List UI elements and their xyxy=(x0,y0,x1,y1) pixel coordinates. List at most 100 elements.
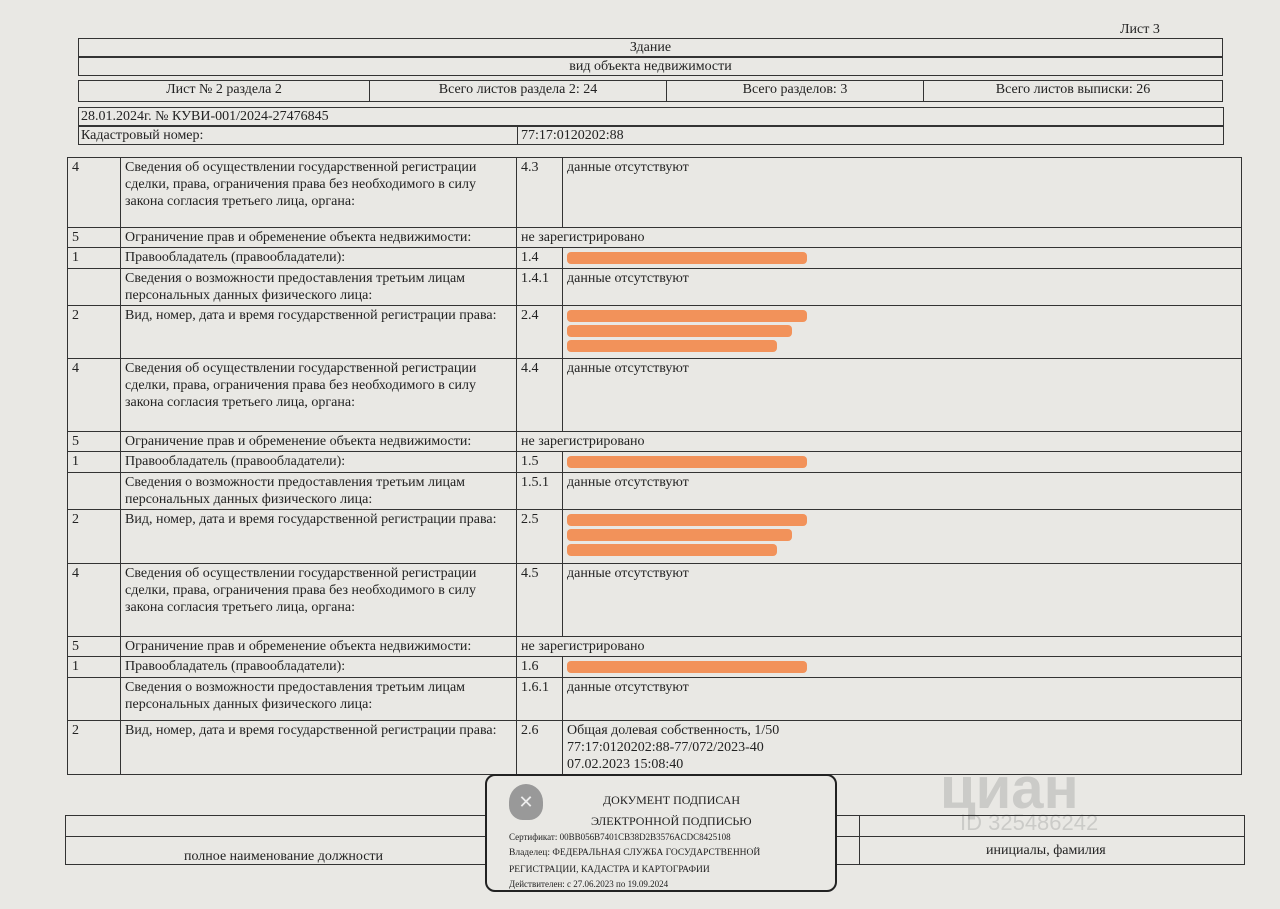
row-value: данные отсутствуют xyxy=(562,677,1242,721)
row-value: не зарегистрировано xyxy=(516,227,1242,248)
emblem-icon: ✕ xyxy=(509,784,543,820)
rights-table: 4 Сведения об осуществлении государственн… xyxy=(67,157,1242,775)
row-label: Ограничение прав и обременение объекта н… xyxy=(120,431,517,452)
row-code: 4.3 xyxy=(516,157,563,228)
row-label: Сведения о возможности предоставления тр… xyxy=(120,268,517,306)
row-label: Правообладатель (правообладатели): xyxy=(120,656,517,678)
redaction-mark xyxy=(567,310,807,322)
redaction-mark xyxy=(567,325,792,337)
redacted-value xyxy=(562,247,1242,269)
row-number: 1 xyxy=(67,656,121,678)
row-number: 2 xyxy=(67,509,121,564)
sheet-no: Лист № 2 раздела 2 xyxy=(79,81,370,101)
sheet-info-row: Лист № 2 раздела 2 Всего листов раздела … xyxy=(78,80,1223,102)
cadastral-row: Кадастровый номер: 77:17:0120202:88 xyxy=(78,126,1224,145)
watermark-brand: циан xyxy=(940,756,1079,821)
table-row: 2 Вид, номер, дата и время государственно… xyxy=(67,720,1242,775)
redaction-mark xyxy=(567,529,792,541)
row-value: данные отсутствуют xyxy=(562,157,1242,228)
table-row: 4 Сведения об осуществлении государственн… xyxy=(67,563,1242,637)
row-number: 4 xyxy=(67,563,121,637)
row-number: 4 xyxy=(67,358,121,432)
table-row: Сведения о возможности предоставления тр… xyxy=(67,472,1242,510)
redacted-value xyxy=(562,656,1242,678)
row-code: 1.4 xyxy=(516,247,563,269)
stamp-title-2: ЭЛЕКТРОННОЙ ПОДПИСЬЮ xyxy=(591,814,752,828)
object-caption: вид объекта недвижимости xyxy=(78,57,1223,76)
row-code: 1.6.1 xyxy=(516,677,563,721)
redaction-mark xyxy=(567,252,807,264)
stamp-title-1: ДОКУМЕНТ ПОДПИСАН xyxy=(603,793,741,807)
table-row: 1 Правообладатель (правообладатели): 1.4 xyxy=(67,247,1242,269)
table-row: Сведения о возможности предоставления тр… xyxy=(67,677,1242,721)
row-number xyxy=(67,472,121,510)
redaction-mark xyxy=(567,514,807,526)
redacted-value xyxy=(562,509,1242,564)
watermark-id: ID 325486242 xyxy=(960,810,1099,835)
row-value: данные отсутствуют xyxy=(562,563,1242,637)
row-code: 4.4 xyxy=(516,358,563,432)
row-value: данные отсутствуют xyxy=(562,268,1242,306)
row-number xyxy=(67,677,121,721)
redaction-mark xyxy=(567,340,777,352)
row-number: 4 xyxy=(67,157,121,228)
table-row: 1 Правообладатель (правообладатели): 1.5 xyxy=(67,451,1242,473)
row-label: Вид, номер, дата и время государственной… xyxy=(120,305,517,359)
row-label: Вид, номер, дата и время государственной… xyxy=(120,720,517,775)
sheets-total: Всего листов выписки: 26 xyxy=(995,82,1151,97)
row-number: 5 xyxy=(67,431,121,452)
row-code: 1.5.1 xyxy=(516,472,563,510)
row-code: 1.4.1 xyxy=(516,268,563,306)
row-code: 2.4 xyxy=(516,305,563,359)
row-value: данные отсутствуют xyxy=(562,472,1242,510)
row-label: Сведения об осуществлении государственно… xyxy=(120,358,517,432)
row-code: 4.5 xyxy=(516,563,563,637)
row-label: Ограничение прав и обременение объекта н… xyxy=(120,227,517,248)
table-row: 1 Правообладатель (правообладатели): 1.6 xyxy=(67,656,1242,678)
row-code: 2.5 xyxy=(516,509,563,564)
row-label: Сведения о возможности предоставления тр… xyxy=(120,472,517,510)
row-code: 1.6 xyxy=(516,656,563,678)
row-number: 5 xyxy=(67,636,121,657)
row-value: не зарегистрировано xyxy=(516,431,1242,452)
redaction-mark xyxy=(567,544,777,556)
row-number xyxy=(67,268,121,306)
redacted-value xyxy=(562,451,1242,473)
position-caption: полное наименование должности xyxy=(184,849,384,864)
redacted-value xyxy=(562,305,1242,359)
row-value: Общая долевая собственность, 1/50 77:17:… xyxy=(562,720,1242,775)
sheets-in-section: Всего листов раздела 2: 24 xyxy=(370,81,667,101)
sheet-number: Лист 3 xyxy=(1120,22,1160,37)
table-row: 4 Сведения об осуществлении государственн… xyxy=(67,358,1242,432)
row-value: данные отсутствуют xyxy=(562,358,1242,432)
table-row: 4 Сведения об осуществлении государственн… xyxy=(67,157,1242,228)
stamp-valid: Действителен: с 27.06.2023 по 19.09.2024 xyxy=(509,879,669,889)
row-number: 5 xyxy=(67,227,121,248)
doc-ref: 28.01.2024г. № КУВИ-001/2024-27476845 xyxy=(78,107,1224,126)
row-label: Сведения об осуществлении государственно… xyxy=(120,157,517,228)
cadastral-label: Кадастровый номер: xyxy=(79,127,518,144)
row-label: Ограничение прав и обременение объекта н… xyxy=(120,636,517,657)
stamp-cert: Сертификат: 00BB056B7401CB38D2B3576ACDC8… xyxy=(509,832,731,842)
row-code: 1.5 xyxy=(516,451,563,473)
redaction-mark xyxy=(567,456,807,468)
row-number: 2 xyxy=(67,305,121,359)
row-label: Сведения об осуществлении государственно… xyxy=(120,563,517,637)
table-row: 5 Ограничение прав и обременение объекта … xyxy=(67,227,1242,248)
row-label: Правообладатель (правообладатели): xyxy=(120,247,517,269)
table-row: 5 Ограничение прав и обременение объекта … xyxy=(67,431,1242,452)
row-label: Правообладатель (правообладатели): xyxy=(120,451,517,473)
e-signature-stamp: ✕ ДОКУМЕНТ ПОДПИСАН ЭЛЕКТРОННОЙ ПОДПИСЬЮ… xyxy=(485,774,837,892)
sections-count: Всего разделов: 3 xyxy=(667,81,924,101)
stamp-owner-1: Владелец: ФЕДЕРАЛЬНАЯ СЛУЖБА ГОСУДАРСТВЕ… xyxy=(509,848,761,858)
stamp-owner-2: РЕГИСТРАЦИИ, КАДАСТРА И КАРТОГРАФИИ xyxy=(509,865,710,875)
row-value: не зарегистрировано xyxy=(516,636,1242,657)
table-row: Сведения о возможности предоставления тр… xyxy=(67,268,1242,306)
row-number: 2 xyxy=(67,720,121,775)
row-label: Сведения о возможности предоставления тр… xyxy=(120,677,517,721)
object-type: Здание xyxy=(78,38,1223,57)
row-code: 2.6 xyxy=(516,720,563,775)
cadastral-value: 77:17:0120202:88 xyxy=(521,128,624,143)
table-row: 2 Вид, номер, дата и время государственно… xyxy=(67,305,1242,359)
row-label: Вид, номер, дата и время государственной… xyxy=(120,509,517,564)
